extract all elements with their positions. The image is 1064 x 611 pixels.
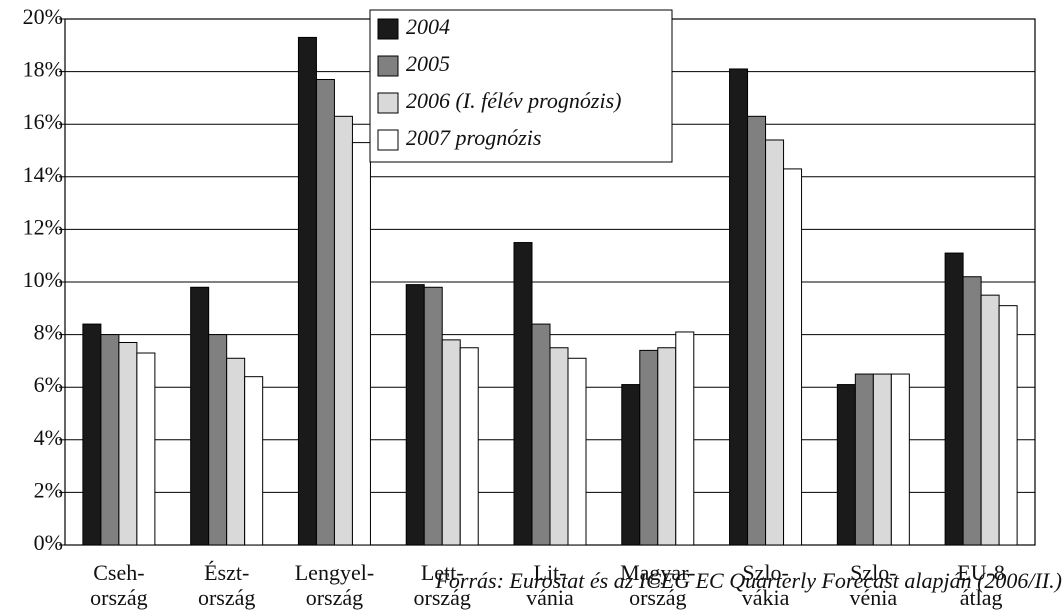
x-tick-label-line: ország	[306, 585, 363, 610]
bar	[459, 347, 479, 546]
y-tick-label: 10%	[23, 267, 63, 292]
bar	[980, 294, 1000, 546]
bar	[675, 331, 695, 546]
bar	[549, 347, 569, 546]
bar	[136, 352, 156, 546]
bar	[872, 373, 892, 546]
bar	[729, 68, 749, 546]
y-tick-label: 14%	[23, 162, 63, 187]
x-tick-label-line: Cseh-	[93, 560, 144, 585]
bar	[297, 36, 317, 546]
y-tick-label: 16%	[23, 109, 63, 134]
legend-label: 2004	[406, 14, 450, 39]
bar	[836, 384, 856, 546]
x-tick-label: Lengyel-ország	[295, 560, 374, 610]
bar	[118, 341, 138, 546]
x-tick-label-line: Észt-	[204, 560, 249, 585]
bar	[783, 168, 803, 546]
x-tick-label-line: ország	[414, 585, 471, 610]
x-tick-label: Szlo-vénia	[850, 560, 898, 610]
x-tick-label-line: Lit-	[534, 560, 567, 585]
bar	[208, 334, 228, 546]
x-tick-label: Lett-ország	[414, 560, 471, 610]
x-tick-label-line: Lett-	[421, 560, 464, 585]
bar	[657, 347, 677, 546]
x-tick-label-line: Lengyel-	[295, 560, 374, 585]
x-tick-label-line: vánia	[526, 585, 574, 610]
legend-swatch	[377, 18, 399, 40]
y-tick-label: 18%	[23, 57, 63, 82]
legend-label: 2005	[406, 51, 450, 76]
x-tick-label: Szlo-vákia	[742, 560, 790, 610]
y-tick-label: 4%	[34, 425, 63, 450]
x-tick-label-line: EU-8	[957, 560, 1005, 585]
y-tick-label: 8%	[34, 320, 63, 345]
bar	[998, 305, 1018, 546]
x-tick-label-line: vénia	[850, 585, 898, 610]
x-tick-label-line: ország	[629, 585, 686, 610]
bar	[944, 252, 964, 546]
bar	[765, 139, 785, 546]
x-tick-label: EU-8 átlag	[957, 560, 1005, 610]
bar	[567, 357, 587, 546]
x-tick-label-line: vákia	[742, 585, 790, 610]
bar	[531, 323, 551, 546]
bar	[621, 384, 641, 546]
bar	[639, 349, 659, 546]
legend-label: 2007 prognózis	[406, 125, 541, 150]
bar	[423, 286, 443, 546]
y-tick-label: 12%	[23, 214, 63, 239]
source-note: Forrás: Eurostat és az ICEG EC Quarterly…	[434, 568, 1062, 593]
bar	[962, 276, 982, 546]
bar	[190, 286, 210, 546]
legend-label: 2006 (I. félév prognózis)	[406, 88, 621, 113]
bar	[351, 142, 371, 546]
x-tick-label-line: ország	[90, 585, 147, 610]
bar	[82, 323, 102, 546]
y-tick-label: 0%	[34, 530, 63, 555]
y-tick-label: 20%	[23, 4, 63, 29]
legend-box	[369, 9, 673, 163]
bar	[405, 284, 425, 546]
bar	[333, 115, 353, 546]
x-tick-label: Magyar-ország	[620, 560, 695, 610]
legend-swatch	[377, 92, 399, 114]
x-tick-label-line: Magyar-	[620, 560, 695, 585]
x-tick-label-line: átlag	[960, 585, 1003, 610]
bar	[441, 339, 461, 546]
bar	[747, 115, 767, 546]
x-tick-label: Cseh-ország	[90, 560, 147, 610]
bar	[244, 376, 264, 546]
bar	[315, 78, 335, 546]
bar	[100, 334, 120, 546]
bar	[890, 373, 910, 546]
x-tick-label: Lit-vánia	[526, 560, 574, 610]
bar	[854, 373, 874, 546]
y-tick-label: 2%	[34, 477, 63, 502]
x-tick-label-line: ország	[198, 585, 255, 610]
y-tick-label: 6%	[34, 372, 63, 397]
x-tick-label: Észt-ország	[198, 560, 255, 610]
x-tick-label-line: Szlo-	[742, 560, 788, 585]
legend-swatch	[377, 129, 399, 151]
legend-swatch	[377, 55, 399, 77]
bar	[513, 242, 533, 546]
x-tick-label-line: Szlo-	[850, 560, 896, 585]
bar	[226, 357, 246, 546]
